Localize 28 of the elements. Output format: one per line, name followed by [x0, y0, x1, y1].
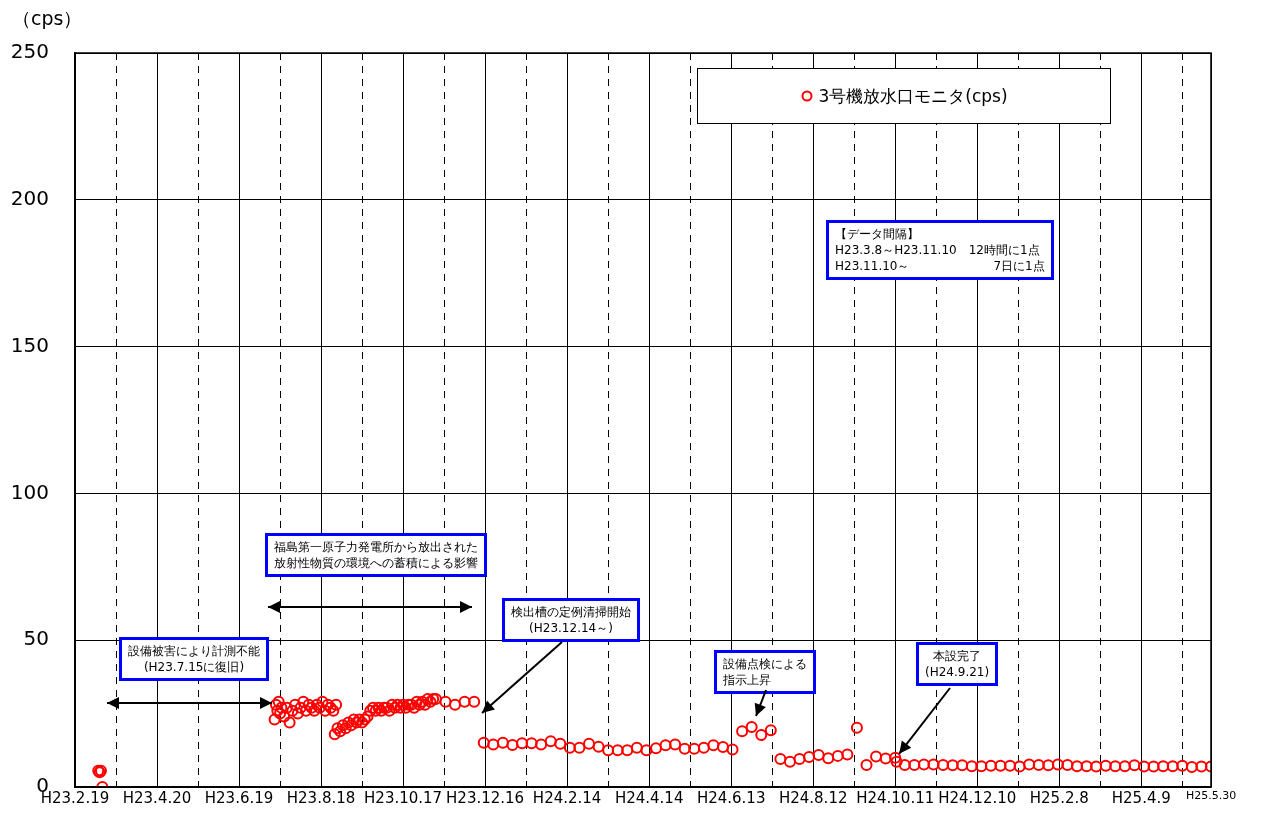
annotation: 本設完了 (H24.9.21) [916, 642, 999, 686]
x-tick-label: H23.8.18 [286, 788, 356, 807]
x-tick-label: H24.2.14 [532, 788, 602, 807]
x-tick-label: H25.4.9 [1111, 788, 1171, 807]
annotation: 検出槽の定例清掃開始 (H23.12.14～) [502, 598, 640, 642]
x-tick-label: H24.10.11 [856, 788, 935, 807]
x-tick-label: H24.12.10 [938, 788, 1017, 807]
x-tick-label: H25.5.30 [1185, 789, 1237, 803]
annotation: 【データ間隔】 H23.3.8～H23.11.10 12時間に1点 H23.11.10～ 7日に1点 [826, 220, 1054, 280]
x-tick-label: H23.6.19 [204, 788, 274, 807]
x-tick-label: H23.10.17 [364, 788, 443, 807]
x-tick-label: H24.6.13 [696, 788, 766, 807]
y-tick-label: 150 [10, 332, 49, 357]
x-tick-label: H24.4.14 [614, 788, 684, 807]
x-tick-label: H25.2.8 [1029, 788, 1089, 807]
annotation: 設備点検による指示上昇 [714, 650, 816, 694]
y-tick-label: 100 [10, 479, 49, 504]
annotation: 設備被害により計測不能 (H23.7.15に復旧) [119, 637, 269, 681]
x-tick-label: H24.8.12 [778, 788, 848, 807]
annotation: 福島第一原子力発電所から放出された放射性物質の環境への蓄積による影響 [265, 533, 487, 577]
legend-label: 3号機放水口モニタ(cps) [818, 84, 1008, 108]
y-tick-label: 50 [23, 626, 49, 651]
x-tick-label: H23.12.16 [446, 788, 525, 807]
legend: 3号機放水口モニタ(cps) [697, 68, 1111, 124]
y-axis-title: （cps） [12, 6, 83, 31]
y-tick-label: 250 [10, 39, 49, 64]
x-tick-label: H23.4.20 [122, 788, 192, 807]
y-tick-label: 200 [10, 186, 49, 210]
